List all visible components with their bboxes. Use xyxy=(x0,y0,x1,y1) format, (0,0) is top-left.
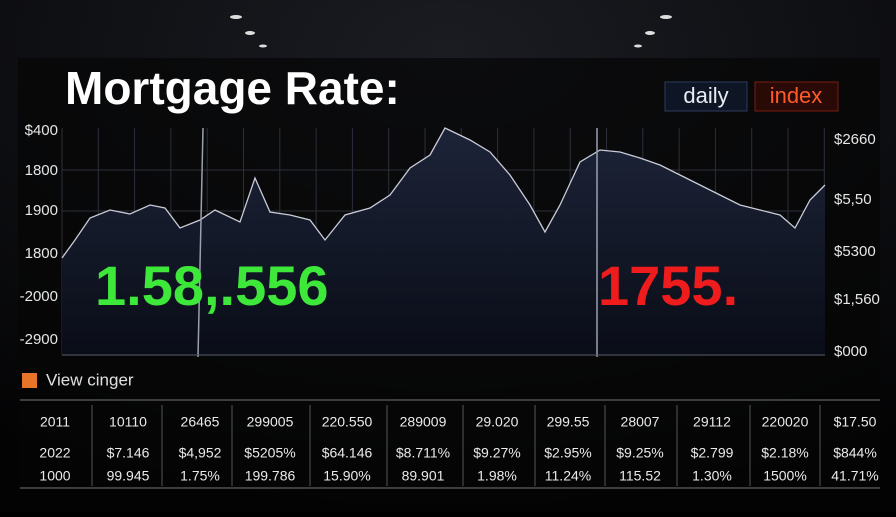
table-cell: 29.020 xyxy=(476,414,519,430)
table-cell: $5205% xyxy=(244,445,295,461)
right-axis-label: $1,560 xyxy=(834,291,880,308)
marker-line xyxy=(197,127,204,358)
right-axis-label: $5300 xyxy=(834,243,876,260)
tab-daily[interactable] xyxy=(664,81,748,112)
big-number: 1755. xyxy=(598,254,738,317)
left-axis-label: 1800 xyxy=(25,245,58,262)
table-cell: $64.146 xyxy=(322,445,373,461)
big-number: 1.58,.556 xyxy=(95,254,329,317)
table-cell: 1.30% xyxy=(692,468,732,484)
table-cell: 1.98% xyxy=(477,468,517,484)
table-cell: 199.786 xyxy=(245,468,296,484)
table-cell: 10110 xyxy=(109,414,147,430)
table-cell: 2022 xyxy=(39,445,70,461)
table-cell: 15.90% xyxy=(323,468,370,484)
table-cell: 299005 xyxy=(247,414,294,430)
table-cell: $9.27% xyxy=(473,445,520,461)
left-axis-label: 1800 xyxy=(25,162,58,179)
table-cell: 2011 xyxy=(40,414,70,430)
table-cell: $844% xyxy=(833,445,877,461)
title: Mortgage Rate: xyxy=(65,62,400,114)
table-cell: 89.901 xyxy=(402,468,445,484)
table: 2011 10110 26465 299005 220.550 289009 29.020 2… xyxy=(39,405,879,486)
table-cell: 220.550 xyxy=(322,414,373,430)
left-axis-label: -2000 xyxy=(20,288,58,305)
right-axis-label: $000 xyxy=(834,343,867,360)
right-axis-label: $5,50 xyxy=(834,191,872,208)
table-cell: 289009 xyxy=(400,414,447,430)
left-axis-label: -2900 xyxy=(20,331,58,348)
left-axis-label: $400 xyxy=(25,122,58,139)
table-cell: $2.18% xyxy=(761,445,808,461)
table-cell: 99.945 xyxy=(107,468,150,484)
table-cell: 299.55 xyxy=(547,414,590,430)
link[interactable]: View cinger xyxy=(46,370,134,389)
tab-index[interactable] xyxy=(754,81,839,112)
table-cell: 1.75% xyxy=(180,468,220,484)
right-axis-label: $2660 xyxy=(834,131,876,148)
table-cell: $4,952 xyxy=(179,445,222,461)
price-line xyxy=(61,127,826,259)
table-cell: $17.50 xyxy=(834,414,877,430)
table-cell: $8.711% xyxy=(396,445,450,461)
table-cell: 1500% xyxy=(763,468,807,484)
left-axis-label: 1900 xyxy=(25,202,58,219)
table-cell: 28007 xyxy=(621,414,660,430)
table-cell: 115.52 xyxy=(619,468,661,484)
table-cell: $2.799 xyxy=(691,445,734,461)
table-cell: 1000 xyxy=(39,468,70,484)
tab-label[interactable]: daily xyxy=(683,83,728,108)
ceiling-lights xyxy=(230,15,672,48)
table-cell: $2.95% xyxy=(544,445,591,461)
table-cell: $9.25% xyxy=(616,445,663,461)
tab-label[interactable]: index xyxy=(770,83,823,108)
link-icon[interactable] xyxy=(22,373,37,388)
table-cell: 29112 xyxy=(693,414,731,430)
table-cell: 41.71% xyxy=(831,468,878,484)
table-cell: 220020 xyxy=(762,414,809,430)
table-cell: 26465 xyxy=(181,414,220,430)
table-cell: $7.146 xyxy=(107,445,150,461)
table-cell: 11.24% xyxy=(545,468,591,484)
